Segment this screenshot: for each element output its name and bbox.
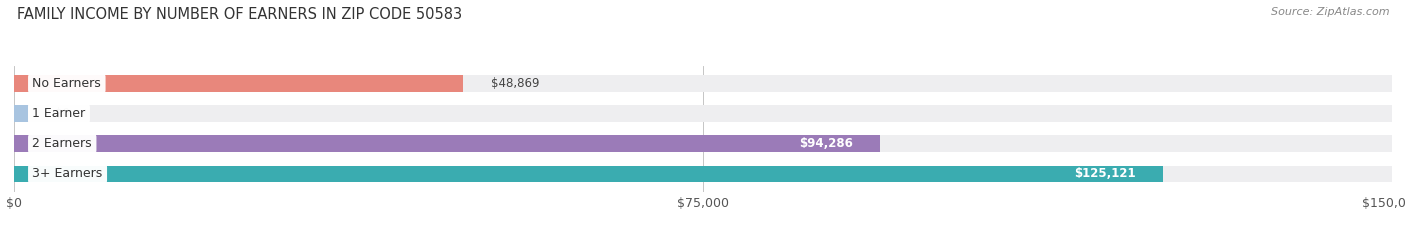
Bar — [14, 166, 1392, 182]
Text: 3+ Earners: 3+ Earners — [32, 167, 103, 180]
Bar — [14, 75, 463, 92]
Bar — [14, 135, 880, 152]
Text: $125,121: $125,121 — [1074, 167, 1136, 180]
Text: $0: $0 — [55, 107, 70, 120]
Text: Source: ZipAtlas.com: Source: ZipAtlas.com — [1271, 7, 1389, 17]
Bar — [14, 166, 1163, 182]
Text: $94,286: $94,286 — [799, 137, 852, 150]
Text: No Earners: No Earners — [32, 77, 101, 90]
Text: FAMILY INCOME BY NUMBER OF EARNERS IN ZIP CODE 50583: FAMILY INCOME BY NUMBER OF EARNERS IN ZI… — [17, 7, 463, 22]
Bar — [14, 105, 28, 122]
Text: $48,869: $48,869 — [491, 77, 538, 90]
Bar — [14, 135, 1392, 152]
Text: 1 Earner: 1 Earner — [32, 107, 86, 120]
Bar — [14, 75, 1392, 92]
Text: 2 Earners: 2 Earners — [32, 137, 91, 150]
Bar — [14, 105, 1392, 122]
